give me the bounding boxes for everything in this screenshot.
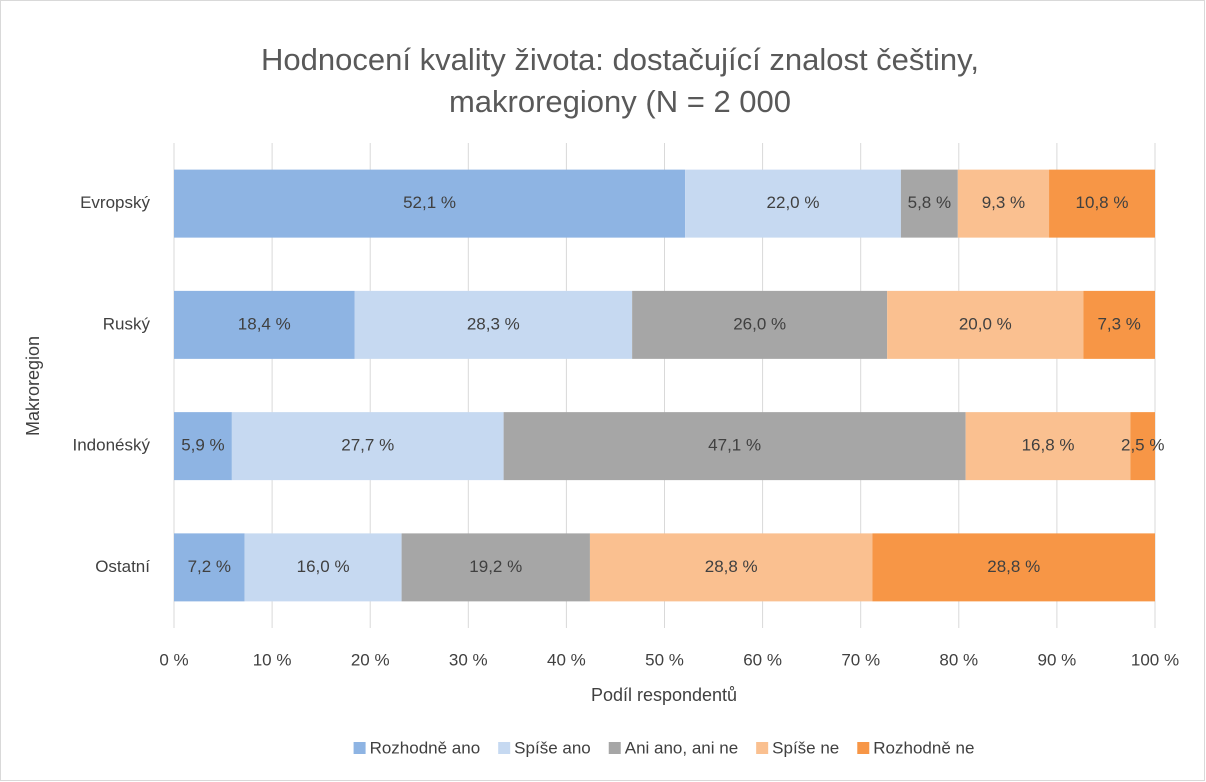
data-label: 19,2 %	[469, 557, 522, 576]
chart-title: makroregiony (N = 2 000	[449, 84, 791, 119]
data-label: 5,8 %	[908, 193, 951, 212]
y-tick-label: Ruský	[103, 314, 151, 333]
bar-segment	[589, 533, 873, 602]
x-axis-title: Podíl respondentů	[591, 685, 737, 705]
data-label: 7,3 %	[1097, 314, 1140, 333]
bar-segment	[965, 412, 1131, 481]
bar-segment	[174, 169, 686, 238]
legend-swatch	[857, 742, 870, 754]
y-tick-label: Indonéský	[73, 436, 151, 455]
bar-segment	[401, 533, 590, 602]
legend-label: Spíše ano	[514, 738, 591, 757]
legend-label: Rozhodně ne	[873, 738, 974, 757]
data-label: 27,7 %	[341, 436, 394, 455]
x-tick-label: 60 %	[743, 650, 782, 669]
x-tick-label: 10 %	[253, 650, 292, 669]
legend-label: Rozhodně ano	[370, 738, 481, 757]
bar-segment	[244, 533, 402, 602]
bar-segment	[632, 290, 888, 359]
x-tick-label: 0 %	[159, 650, 188, 669]
bar-segment	[685, 169, 901, 238]
data-label: 18,4 %	[238, 314, 291, 333]
x-tick-label: 20 %	[351, 650, 390, 669]
x-tick-label: 50 %	[645, 650, 684, 669]
bar-segment	[174, 412, 232, 481]
y-tick-label: Ostatní	[95, 557, 150, 576]
data-label: 52,1 %	[403, 193, 456, 212]
data-label: 10,8 %	[1076, 193, 1129, 212]
bar-segment	[900, 169, 958, 238]
legend-swatch	[353, 742, 366, 754]
data-label: 16,8 %	[1022, 436, 1075, 455]
bar-segment	[1049, 169, 1155, 238]
bar-segment	[1083, 290, 1155, 359]
data-label: 22,0 %	[767, 193, 820, 212]
bar-segment	[231, 412, 504, 481]
legend-swatch	[608, 742, 621, 754]
data-label: 28,8 %	[987, 557, 1040, 576]
bar-segment	[503, 412, 966, 481]
data-label: 9,3 %	[982, 193, 1025, 212]
data-label: 2,5 %	[1121, 436, 1164, 455]
bar-segment	[1130, 412, 1155, 481]
legend-label: Ani ano, ani ne	[625, 738, 738, 757]
data-label: 20,0 %	[959, 314, 1012, 333]
bar-segment	[887, 290, 1084, 359]
bar-segment	[174, 533, 245, 602]
legend-swatch	[498, 742, 511, 754]
data-label: 16,0 %	[297, 557, 350, 576]
bar-segment	[354, 290, 633, 359]
x-tick-label: 100 %	[1131, 650, 1179, 669]
bar-segment	[957, 169, 1050, 238]
y-tick-label: Evropský	[80, 193, 150, 212]
x-tick-label: 70 %	[841, 650, 880, 669]
bar-segment	[872, 533, 1155, 602]
data-label: 26,0 %	[733, 314, 786, 333]
chart-title: Hodnocení kvality života: dostačující zn…	[261, 42, 979, 77]
x-tick-label: 30 %	[449, 650, 488, 669]
legend-swatch	[756, 742, 769, 754]
data-label: 7,2 %	[188, 557, 231, 576]
bar-segment	[174, 290, 355, 359]
x-tick-label: 80 %	[939, 650, 978, 669]
legend-label: Spíše ne	[772, 738, 839, 757]
x-tick-label: 90 %	[1038, 650, 1077, 669]
data-label: 5,9 %	[181, 436, 224, 455]
data-label: 47,1 %	[708, 436, 761, 455]
x-tick-label: 40 %	[547, 650, 586, 669]
data-label: 28,3 %	[467, 314, 520, 333]
data-label: 28,8 %	[705, 557, 758, 576]
y-axis-title: Makroregion	[23, 336, 43, 436]
